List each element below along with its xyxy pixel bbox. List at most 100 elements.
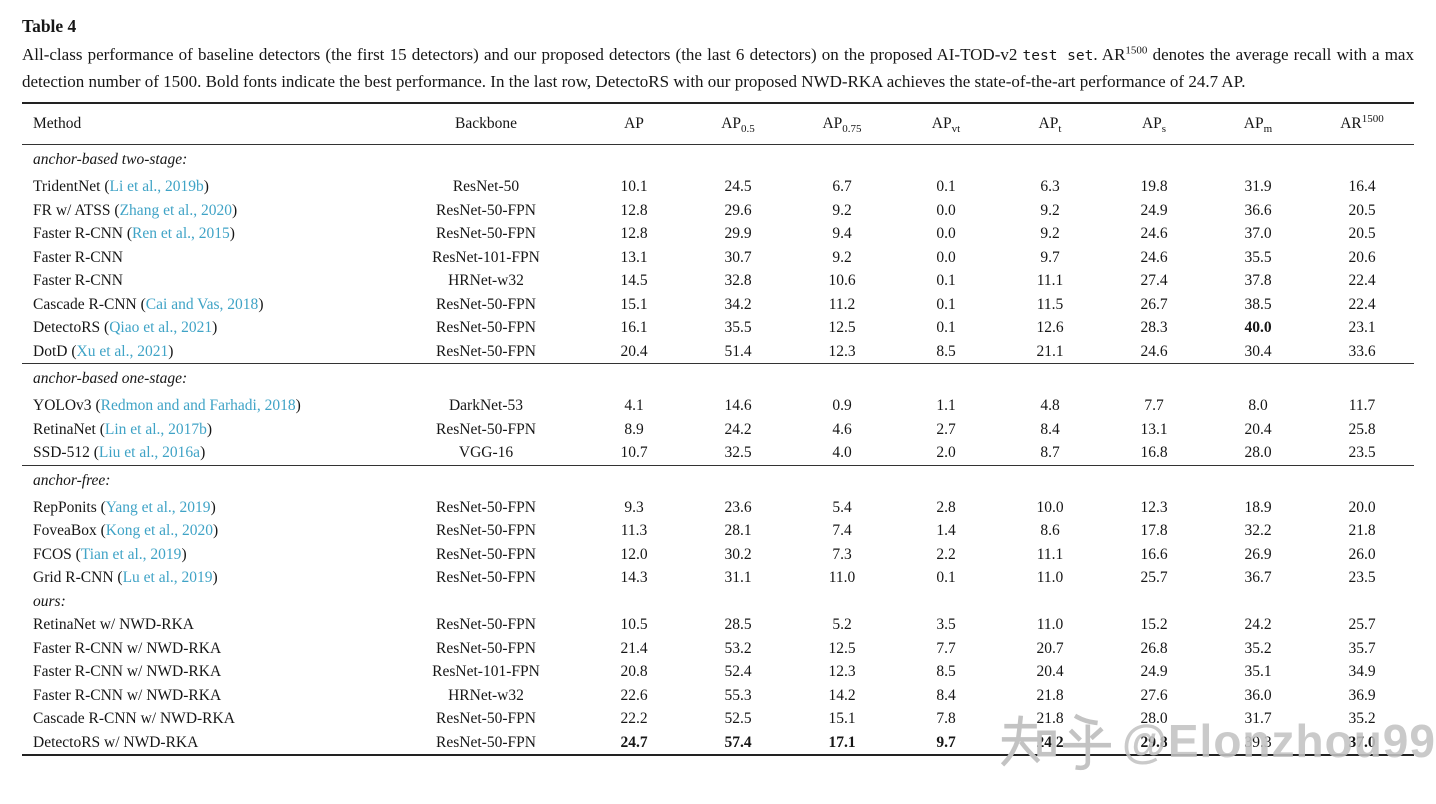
- metric-cell: 12.8: [620, 201, 648, 219]
- metric-cell: 13.1: [620, 248, 648, 266]
- metric-cell: 16.8: [1140, 444, 1168, 461]
- metric-cell: 10.6: [828, 272, 856, 289]
- method-cell: Faster R-CNN w/ NWD-RKA: [22, 660, 390, 684]
- metric-cell: 30.2: [724, 545, 752, 563]
- metric-cell: 2.2: [936, 545, 956, 563]
- metric-cell: 16.6: [1140, 545, 1168, 563]
- header-subscript: 0.75: [842, 123, 862, 136]
- col-header-apt: APt: [998, 103, 1102, 145]
- backbone-cell: ResNet-50-FPN: [436, 616, 536, 633]
- table-row: Faster R-CNN w/ NWD-RKA ResNet-101-FPN 20.…: [22, 660, 1414, 684]
- metric-cell: 28.0: [1244, 444, 1272, 461]
- header-label: AP: [1141, 115, 1162, 132]
- metric-cell: 9.2: [1040, 201, 1060, 219]
- metric-cell: 39.3: [1244, 733, 1272, 751]
- metric-cell: 11.1: [1036, 545, 1064, 563]
- table-row: TridentNet (Li et al., 2019b) ResNet-50 10…: [22, 175, 1414, 199]
- col-header-apm: APm: [1206, 103, 1310, 145]
- citation-link[interactable]: Zhang et al., 2020: [119, 201, 232, 219]
- metric-cell: 25.8: [1348, 420, 1376, 438]
- caption-text: All-class performance of baseline detect…: [22, 42, 1414, 94]
- col-header-aps: APs: [1102, 103, 1206, 145]
- metric-cell: 8.9: [624, 420, 644, 438]
- citation-link[interactable]: Redmon and and Farhadi, 2018: [100, 397, 296, 414]
- backbone-cell: ResNet-101-FPN: [432, 663, 540, 680]
- caption-mono-test-set: test set: [1022, 48, 1094, 64]
- method-name: DotD: [33, 342, 68, 360]
- metric-cell: 5.2: [832, 616, 852, 633]
- group-label-row: anchor-based one-stage:: [22, 363, 1414, 394]
- method-cell: DetectoRS w/ NWD-RKA: [22, 731, 390, 756]
- citation-link[interactable]: Tian et al., 2019: [80, 545, 182, 563]
- metric-cell: 31.9: [1244, 178, 1272, 195]
- method-cell: DetectoRS (Qiao et al., 2021): [33, 319, 218, 336]
- method-cell: Faster R-CNN (Ren et al., 2015): [33, 225, 235, 242]
- metric-cell: 16.1: [620, 319, 648, 336]
- citation-link[interactable]: Li et al., 2019b: [109, 178, 204, 195]
- metric-cell: 32.5: [724, 444, 752, 461]
- citation-link[interactable]: Lu et al., 2019: [122, 569, 213, 586]
- metric-cell: 20.7: [1036, 639, 1064, 657]
- metric-cell: 27.4: [1140, 272, 1168, 289]
- citation-link[interactable]: Liu et al., 2016a: [98, 444, 201, 461]
- metric-cell: 6.3: [1040, 178, 1060, 195]
- citation-link[interactable]: Kong et al., 2020: [105, 522, 213, 539]
- metric-cell: 9.4: [832, 225, 852, 242]
- metric-cell: 32.8: [724, 272, 752, 289]
- backbone-cell: HRNet-w32: [448, 686, 524, 704]
- citation-link[interactable]: Xu et al., 2021: [76, 342, 169, 360]
- metric-cell: 23.1: [1348, 319, 1376, 336]
- results-table: Method Backbone AP AP0.5 AP0.75 APvt APt APs APm…: [22, 102, 1414, 756]
- col-header-ar1500: AR1500: [1310, 103, 1414, 145]
- header-superscript: 1500: [1361, 112, 1384, 125]
- metric-cell: 10.0: [1036, 498, 1064, 516]
- metric-cell: 9.7: [1040, 248, 1060, 266]
- method-cell: Faster R-CNN w/ NWD-RKA: [22, 684, 390, 708]
- citation-link[interactable]: Lin et al., 2017b: [104, 420, 207, 438]
- metric-cell: 11.1: [1036, 272, 1064, 289]
- method-name: FCOS: [33, 545, 72, 563]
- metric-cell: 0.0: [936, 225, 956, 242]
- table-row: Grid R-CNN (Lu et al., 2019) ResNet-50-FP…: [22, 566, 1414, 590]
- metric-cell: 12.3: [828, 663, 856, 680]
- metric-cell: 57.4: [724, 733, 752, 751]
- metric-cell: 9.2: [1040, 225, 1060, 242]
- table-row: Faster R-CNN w/ NWD-RKA HRNet-w32 22.6 55.3…: [22, 684, 1414, 708]
- metric-cell: 26.9: [1244, 545, 1272, 563]
- table-row: RetinaNet (Lin et al., 2017b) ResNet-50-F…: [22, 418, 1414, 442]
- metric-cell: 31.7: [1244, 710, 1272, 727]
- metric-cell: 22.4: [1348, 272, 1376, 289]
- metric-cell: 23.5: [1348, 444, 1376, 461]
- metric-cell: 10.7: [620, 444, 648, 461]
- table-row: FR w/ ATSS (Zhang et al., 2020) ResNet-50…: [22, 199, 1414, 223]
- table-row: Faster R-CNN w/ NWD-RKA ResNet-50-FPN 21.4…: [22, 637, 1414, 661]
- metric-cell: 11.3: [620, 522, 648, 539]
- backbone-cell: ResNet-50-FPN: [436, 342, 536, 360]
- backbone-cell: ResNet-50-FPN: [436, 295, 536, 313]
- caption-rest: denotes the average recall with a max de…: [22, 45, 1414, 91]
- method-cell: Cascade R-CNN (Cai and Vas, 2018): [33, 295, 264, 313]
- caption-mid: . AR: [1093, 45, 1126, 64]
- citation-link[interactable]: Cai and Vas, 2018: [145, 295, 259, 313]
- metric-cell: 6.7: [832, 178, 852, 195]
- backbone-cell: ResNet-101-FPN: [432, 248, 540, 266]
- citation-link[interactable]: Ren et al., 2015: [132, 225, 230, 242]
- citation-link[interactable]: Qiao et al., 2021: [109, 319, 213, 336]
- method-name: Cascade R-CNN w/ NWD-RKA: [33, 710, 235, 727]
- table-row: Cascade R-CNN w/ NWD-RKA ResNet-50-FPN 22.…: [22, 707, 1414, 731]
- metric-cell: 11.2: [828, 295, 856, 313]
- citation-link[interactable]: Yang et al., 2019: [105, 498, 211, 516]
- backbone-cell: ResNet-50-FPN: [436, 733, 536, 751]
- metric-cell: 34.2: [724, 295, 752, 313]
- method-cell: FR w/ ATSS (Zhang et al., 2020): [33, 201, 238, 219]
- metric-cell: 28.1: [724, 522, 752, 539]
- group-label: ours:: [33, 592, 66, 610]
- metric-cell: 21.1: [1036, 342, 1064, 360]
- method-name: SSD-512: [33, 444, 90, 461]
- group-label: anchor-free:: [22, 464, 1414, 496]
- header-subscript: s: [1161, 123, 1167, 136]
- metric-cell: 9.2: [832, 248, 852, 266]
- metric-cell: 28.5: [724, 616, 752, 633]
- metric-cell: 14.3: [620, 569, 648, 586]
- metric-cell: 1.4: [936, 522, 956, 539]
